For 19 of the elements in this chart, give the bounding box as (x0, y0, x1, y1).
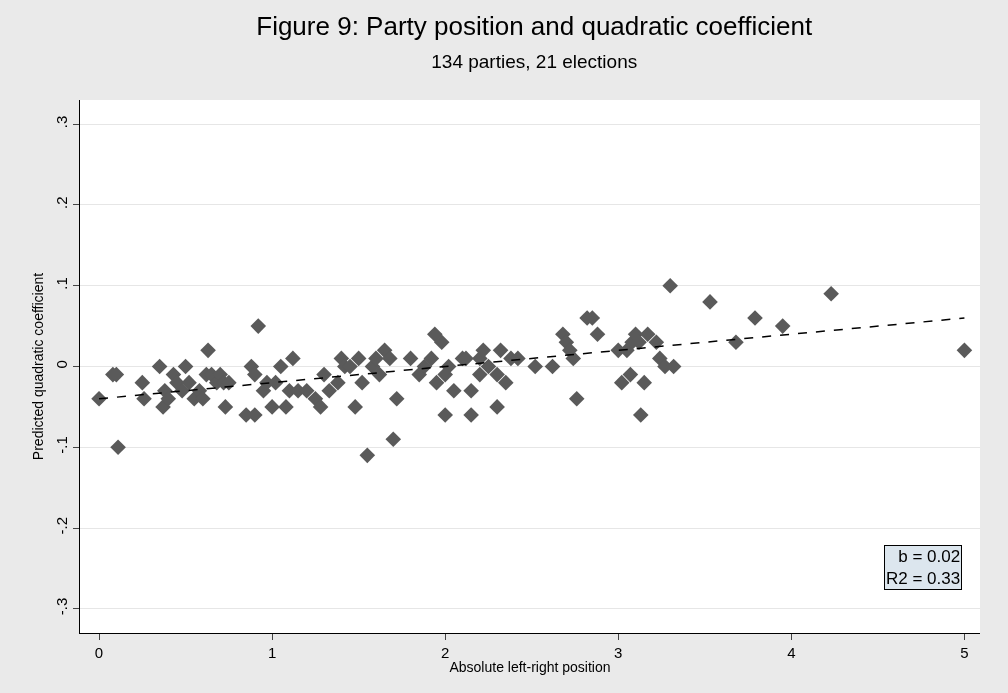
chart-subtitle: 134 parties, 21 elections (431, 51, 638, 73)
x-tick-label: 3 (614, 644, 623, 661)
y-tick-label: 0 (53, 360, 70, 369)
y-tick-label: -.1 (53, 436, 70, 454)
y-tick-label: .1 (53, 277, 70, 290)
annotation: R2 = 0.33 (886, 569, 961, 589)
y-tick-label: -.3 (53, 597, 70, 616)
y-tick-label: .3 (53, 115, 70, 129)
y-tick-label: -.2 (53, 517, 70, 535)
x-tick-label: 0 (94, 644, 104, 661)
y-tick-label: .2 (53, 196, 70, 209)
annotation: b = 0.02 (898, 547, 961, 566)
y-axis-title: Predicted quadratic coefficient (29, 272, 46, 461)
x-tick-label: 5 (960, 644, 969, 661)
x-tick-label: 4 (787, 644, 796, 661)
x-axis-title: Absolute left-right position (449, 659, 611, 676)
x-tick-label: 1 (267, 644, 277, 661)
x-tick-label: 2 (441, 644, 450, 661)
chart-title: Figure 9: Party position and quadratic coefficient (256, 10, 813, 41)
